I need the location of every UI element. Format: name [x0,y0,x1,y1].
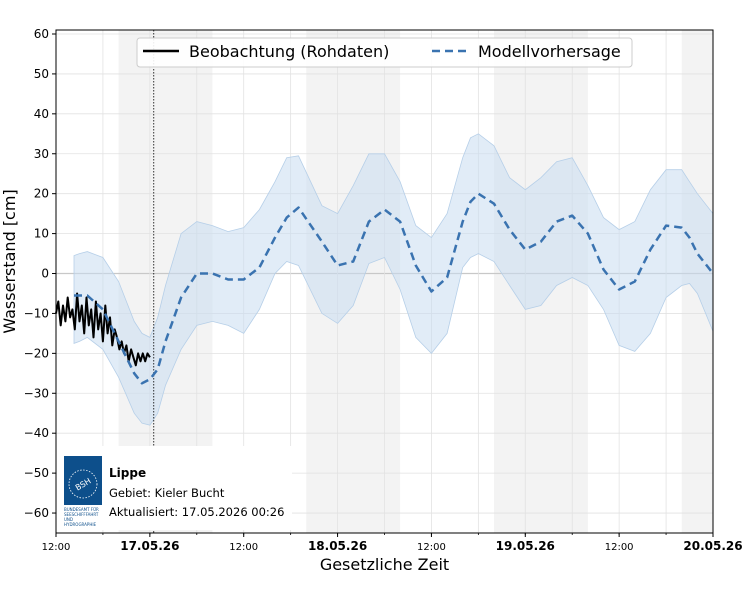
y-tick-label-1: 50 [34,67,49,81]
x-axis-title: Gesetzliche Zeit [320,555,449,574]
bsh-logo-subtext-3: UND [64,517,73,522]
x-tick-label-6: 12:00 [605,542,634,553]
x-tick-label-7: 20.05.26 [683,539,742,553]
y-tick-label-12: −60 [24,506,49,520]
y-tick-label-5: 10 [34,227,49,241]
y-tick-label-10: −40 [24,426,49,440]
x-tick-label-3: 18.05.26 [308,539,367,553]
station-area: Gebiet: Kieler Bucht [109,486,225,500]
bsh-logo-block [64,456,102,505]
y-tick-label-3: 30 [34,147,49,161]
x-tick-label-1: 17.05.26 [120,539,179,553]
series-line-forecast [74,192,714,385]
legend-label-forecast: Modellvorhersage [478,42,621,61]
y-tick-label-8: −20 [24,346,49,360]
y-tick-label-2: 40 [34,107,49,121]
x-tick-label-4: 12:00 [417,542,446,553]
series-line-observation [55,292,151,367]
legend-box [136,37,633,68]
y-tick-label-0: 60 [34,27,49,41]
bsh-logo: BSH BUNDESAMT FÜR SEESCHIFFFAHRT UND HYD… [64,456,102,527]
station-name: Lippe [109,466,146,480]
legend-label-observation: Beobachtung (Rohdaten) [189,42,389,61]
bsh-logo-subtext-2: SEESCHIFFFAHRT [64,512,99,517]
y-tick-label-11: −50 [24,466,49,480]
bsh-logo-subtext-4: HYDROGRAPHIE [64,522,97,527]
x-tick-label-0: 12:00 [42,542,71,553]
bsh-logo-ring [68,469,98,499]
y-axis-title: Wasserstand [cm] [0,189,19,333]
y-tick-label-7: −10 [24,306,49,320]
x-tick-label-2: 12:00 [229,542,258,553]
y-tick-label-4: 20 [34,187,49,201]
y-tick-label-6: 0 [41,267,49,281]
bsh-logo-subtext-1: BUNDESAMT FÜR [64,507,99,512]
y-tick-label-9: −30 [24,386,49,400]
x-tick-label-5: 19.05.26 [496,539,555,553]
updated-timestamp: Aktualisiert: 17.05.2026 00:26 [109,505,284,519]
